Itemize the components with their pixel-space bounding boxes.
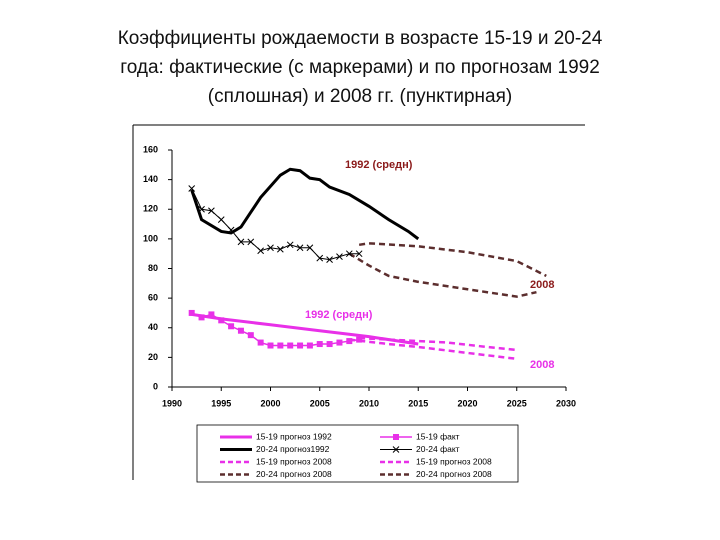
marker <box>188 309 195 316</box>
marker <box>247 332 254 339</box>
legend-label: 15-19 факт <box>416 431 460 441</box>
x-tick-label: 2020 <box>457 398 477 408</box>
marker <box>198 314 205 321</box>
series-line <box>359 336 517 352</box>
annotation: 2008 <box>530 279 554 291</box>
marker <box>208 207 215 215</box>
marker <box>276 245 284 253</box>
series-line <box>349 338 517 361</box>
marker <box>326 256 333 263</box>
marker <box>356 336 363 343</box>
marker <box>355 250 363 258</box>
y-tick-label: 120 <box>143 204 158 214</box>
title-line: (сплошная) и 2008 гг. (пунктирная) <box>207 86 513 107</box>
marker <box>227 226 235 234</box>
y-tick-label: 100 <box>143 233 158 243</box>
marker <box>198 205 205 213</box>
x-tick-label: 2000 <box>260 398 280 408</box>
marker <box>228 323 235 330</box>
marker <box>218 317 225 324</box>
legend-label: 20-24 прогноз 2008 <box>256 469 332 479</box>
series-line <box>191 188 360 261</box>
x-tick-label: 2015 <box>408 398 428 408</box>
marker <box>297 342 304 349</box>
series-line <box>348 252 537 298</box>
marker <box>267 244 274 252</box>
marker <box>188 185 196 192</box>
x-tick-label: 2005 <box>310 398 330 408</box>
marker <box>257 247 265 255</box>
y-tick-label: 80 <box>148 263 158 273</box>
legend-label: 20-24 прогноз 2008 <box>416 469 492 479</box>
x-tick-label: 1995 <box>211 398 231 408</box>
marker <box>296 244 304 252</box>
marker <box>257 339 264 346</box>
marker <box>336 253 343 261</box>
marker <box>316 254 324 262</box>
x-tick-label: 2010 <box>359 398 379 408</box>
marker <box>237 238 245 246</box>
marker <box>247 238 255 246</box>
legend-label: 15-19 прогноз 1992 <box>256 431 332 441</box>
legend-label: 20-24 факт <box>416 444 460 454</box>
y-tick-label: 20 <box>148 352 158 362</box>
marker <box>286 241 294 249</box>
y-tick-label: 60 <box>148 293 158 303</box>
annotation: 2008 <box>530 359 554 371</box>
marker <box>208 311 215 318</box>
legend-label: 20-24 прогноз1992 <box>256 444 330 454</box>
annotation: 1992 (средн) <box>305 309 373 321</box>
y-tick-label: 40 <box>148 322 158 332</box>
marker <box>326 341 333 348</box>
title-line: года: фактические (с маркерами) и по про… <box>120 57 600 78</box>
series-line <box>190 167 420 241</box>
marker <box>287 342 294 349</box>
marker <box>306 342 313 349</box>
title-line: Коэффициенты рождаемости в возрасте 15-1… <box>117 28 603 49</box>
marker <box>345 250 353 258</box>
legend-marker <box>393 434 399 440</box>
y-tick-label: 140 <box>143 174 158 184</box>
marker <box>277 342 284 349</box>
annotation: 1992 (средн) <box>345 159 413 171</box>
legend-label: 15-19 прогноз 2008 <box>256 456 332 466</box>
chart-title: Коэффициенты рождаемости в возрасте 15-1… <box>0 24 720 111</box>
marker <box>217 216 225 223</box>
legend-marker <box>392 446 400 453</box>
marker <box>237 327 244 334</box>
marker <box>306 244 314 252</box>
legend-box <box>196 424 519 483</box>
x-tick-label: 1990 <box>162 398 182 408</box>
x-tick-label: 2030 <box>556 398 576 408</box>
marker <box>316 341 323 348</box>
marker <box>346 338 353 345</box>
marker <box>336 339 343 346</box>
legend-label: 15-19 прогноз 2008 <box>416 456 492 466</box>
y-tick-label: 0 <box>153 381 158 391</box>
series-line <box>358 242 547 278</box>
marker <box>267 342 274 349</box>
y-tick-label: 160 <box>143 144 158 154</box>
x-tick-label: 2025 <box>507 398 527 408</box>
